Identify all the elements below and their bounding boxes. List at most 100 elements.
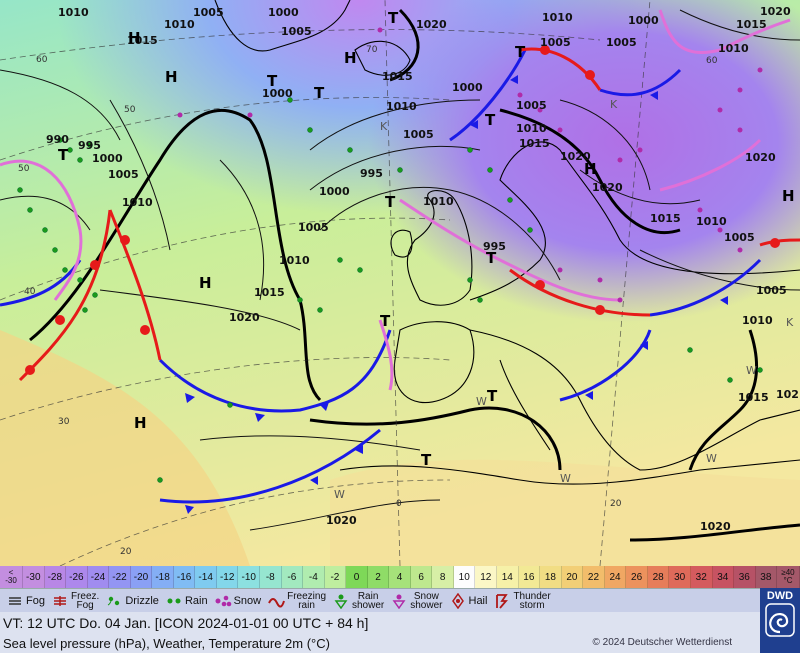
pressure-label: 1005 (403, 128, 434, 141)
small-letter: W (334, 488, 345, 501)
latitude-label: 50 (18, 164, 30, 174)
pressure-label: 1005 (281, 25, 312, 38)
low-pressure-label: T (314, 84, 325, 102)
scale-cell: 4 (389, 566, 411, 588)
snow-icon (215, 595, 231, 607)
pressure-label: 1015 (736, 18, 767, 31)
legend-drizzle: Drizzle (105, 593, 159, 609)
scale-cell: 22 (583, 566, 605, 588)
legend-snow-shower-text: Snow shower (410, 592, 443, 611)
dwd-spiral-icon (765, 603, 795, 637)
high-pressure-label: H (584, 160, 597, 178)
pressure-label: 1020 (560, 150, 591, 163)
pressure-label: 1005 (108, 168, 139, 181)
pressure-label: 1020 (760, 5, 791, 18)
low-pressure-label: T (487, 387, 498, 405)
scale-cell: -2 (324, 566, 347, 588)
legend-snow-shower-line2: shower (410, 600, 443, 611)
scale-high-edge: ≥40 °C (777, 566, 800, 588)
scale-cell: 30 (669, 566, 691, 588)
legend-freezing-rain-text: Freezing rain (287, 592, 326, 611)
small-letter: K (786, 316, 794, 329)
scale-cell: 26 (626, 566, 648, 588)
pressure-label: 1005 (756, 284, 787, 297)
dwd-logo-text: DWD (766, 590, 794, 602)
scale-cell: -26 (66, 566, 88, 588)
scale-cell: -8 (260, 566, 282, 588)
cold-front-east (649, 258, 762, 317)
pressure-label: 102 (776, 388, 799, 401)
pressure-label: 990 (46, 133, 69, 146)
legend-rain-shower-line2: shower (352, 600, 385, 611)
pressure-label: 1000 (92, 152, 123, 165)
scale-cell: 38 (755, 566, 778, 588)
latitude-label: 30 (58, 417, 70, 427)
scale-cell: -28 (44, 566, 67, 588)
high-pressure-label: H (199, 274, 212, 292)
rain-shower-icon (334, 594, 348, 609)
cold-front-south (159, 428, 381, 504)
scale-cell: -22 (109, 566, 131, 588)
legend-fog: Fog (6, 593, 45, 609)
scale-cell: 18 (540, 566, 562, 588)
scale-low-edge: < -30 (0, 566, 23, 588)
cold-front-markers (185, 75, 728, 514)
pressure-label: 1015 (519, 137, 550, 150)
legend-freezing-fog-text: Freez. Fog (71, 592, 99, 611)
pressure-label: 1000 (452, 81, 483, 94)
legend-snow: Snow (214, 593, 261, 609)
warm-front-north (519, 47, 602, 91)
pressure-label: 1000 (319, 185, 350, 198)
latitude-label: 40 (24, 287, 36, 297)
legend-rain-shower-text: Rain shower (352, 592, 385, 611)
small-letter: K (380, 120, 388, 133)
pressure-label: 1000 (268, 6, 299, 19)
legend-thunderstorm: Thunder storm (493, 592, 551, 611)
freezing-fog-icon (53, 596, 66, 606)
cold-front-atlantic (158, 329, 392, 413)
pressure-label: 1015 (738, 391, 769, 404)
small-letter: W (746, 364, 757, 377)
thunderstorm-icon (496, 594, 509, 609)
map-area: 1010 1005 1000 1015 1010 1020 1010 1015 … (0, 0, 800, 566)
latitude-label: 70 (366, 45, 378, 55)
pressure-label: 995 (360, 167, 383, 180)
scale-cell: 28 (647, 566, 670, 588)
scale-cell: 10 (453, 566, 476, 588)
pressure-label: 1010 (122, 196, 153, 209)
fog-icon (9, 597, 21, 605)
latitude-label: 50 (124, 105, 136, 115)
drizzle-icon (108, 596, 120, 606)
cold-front-norway (449, 49, 527, 142)
high-pressure-label: H (344, 49, 357, 67)
scale-cell: -18 (152, 566, 174, 588)
scale-high-value: ≥40 (781, 568, 795, 577)
pressure-label: 1005 (516, 99, 547, 112)
scale-unit: °C (783, 576, 793, 585)
scale-cell: 2 (367, 566, 390, 588)
pressure-label: 1010 (164, 18, 195, 31)
legend-rain-label: Rain (184, 595, 208, 607)
isobars (0, 9, 800, 531)
cold-front-finland (599, 68, 682, 97)
scale-cell: -30 (23, 566, 45, 588)
scale-cell: -16 (173, 566, 196, 588)
pressure-label: 1010 (542, 11, 573, 24)
scale-cell: 8 (432, 566, 454, 588)
low-pressure-label: T (515, 43, 526, 61)
scale-cell: -6 (281, 566, 304, 588)
low-pressure-label: T (485, 111, 496, 129)
scale-cell: -10 (238, 566, 261, 588)
small-letter: W (476, 395, 487, 408)
pressure-labels: 1010 1005 1000 1015 1010 1020 1010 1015 … (46, 5, 799, 533)
pressure-label: 1010 (516, 122, 547, 135)
scale-cell: -4 (303, 566, 325, 588)
pressure-label: 1015 (254, 286, 285, 299)
legend-freezing-rain-line2: rain (298, 600, 315, 611)
scale-cell: 16 (518, 566, 541, 588)
dwd-logo: DWD (760, 588, 800, 653)
rain-symbols (17, 97, 763, 483)
low-pressure-label: T (385, 193, 396, 211)
snow-shower-icon (392, 594, 406, 609)
occlusion-biscay (378, 319, 394, 391)
